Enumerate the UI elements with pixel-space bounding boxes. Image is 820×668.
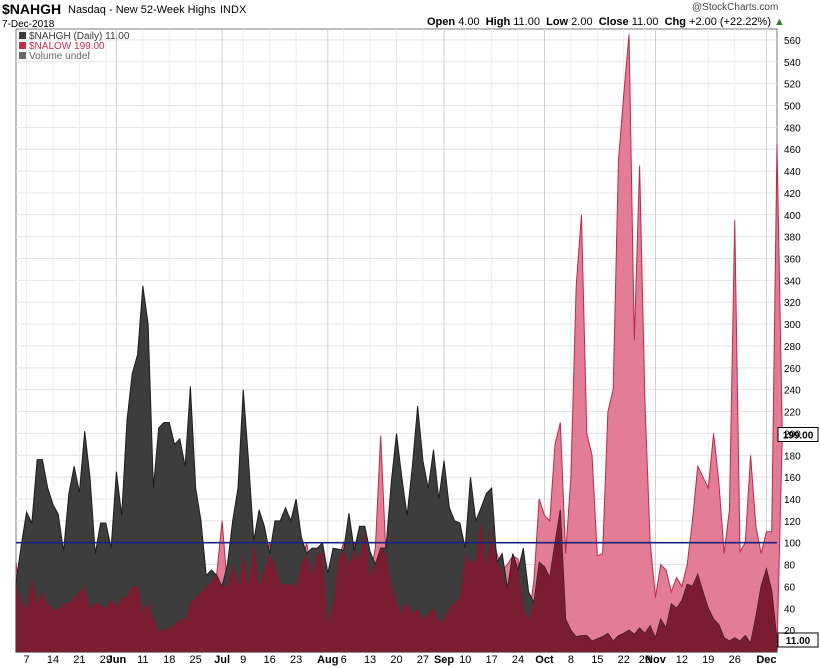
y-tick-label: 140 — [784, 495, 801, 506]
y-tick-label: 340 — [784, 276, 801, 287]
x-tick-label: 29 — [100, 654, 112, 666]
legend: $NAHGH (Daily) 11.00$NALOW 199.00Volume … — [19, 31, 130, 62]
y-tick-label: 380 — [784, 233, 801, 244]
y-tick-label: 300 — [784, 320, 801, 331]
x-tick-label: 25 — [190, 654, 202, 666]
price-label: 199.00 — [783, 430, 814, 441]
y-tick-label: 440 — [784, 167, 801, 178]
chart-exchange: INDX — [220, 4, 247, 16]
x-tick-label: 8 — [568, 654, 574, 666]
series-areas — [15, 34, 783, 653]
legend-swatch — [19, 42, 26, 49]
x-tick-label: 6 — [341, 654, 347, 666]
x-tick-label: Oct — [535, 654, 554, 666]
x-tick-label: 29 — [639, 654, 651, 666]
quote-line: Open 4.00 High 11.00 Low 2.00 Close 11.0… — [427, 16, 785, 28]
x-tick-label: 18 — [163, 654, 175, 666]
x-tick-label: 10 — [459, 654, 471, 666]
y-axis: 20 40 60 80 100 120 140 160 180 200 220 240 260 280 30… — [784, 36, 801, 637]
x-tick-label: 20 — [390, 654, 402, 666]
y-tick-label: 80 — [784, 561, 796, 572]
y-tick-label: 180 — [784, 451, 801, 462]
x-tick-label: Dec — [756, 654, 776, 666]
chart-date: 7-Dec-2018 — [2, 19, 55, 30]
y-tick-label: 560 — [784, 36, 801, 47]
y-tick-label: 540 — [784, 58, 801, 69]
x-tick-label: 15 — [591, 654, 603, 666]
x-tick-label: 16 — [264, 654, 276, 666]
high-label: High — [485, 16, 511, 28]
close-value: 11.00 — [631, 16, 659, 28]
x-tick-label: 23 — [290, 654, 302, 666]
x-tick-label: 14 — [47, 654, 59, 666]
low-value: 2.00 — [571, 16, 593, 28]
y-tick-label: 200 — [784, 429, 801, 440]
chart-symbol: $NAHGH — [2, 1, 62, 17]
y-tick-label: 520 — [784, 80, 801, 91]
y-tick-label: 60 — [784, 582, 796, 593]
up-arrow-icon: ▲ — [774, 16, 785, 28]
series-overlap-area — [16, 509, 777, 652]
y-tick-label: 240 — [784, 386, 801, 397]
open-label: Open — [427, 16, 456, 28]
legend-swatch — [19, 32, 26, 39]
y-tick-label: 160 — [784, 473, 801, 484]
chart-name: Nasdaq - New 52-Week Highs — [68, 4, 216, 16]
y-tick-label: 20 — [784, 626, 796, 637]
y-tick-label: 280 — [784, 342, 801, 353]
y-tick-label: 400 — [784, 211, 801, 222]
y-tick-label: 360 — [784, 255, 801, 266]
legend-label: $NAHGH (Daily) 11.00 — [29, 31, 130, 42]
low-label: Low — [546, 16, 569, 28]
y-tick-label: 500 — [784, 102, 801, 113]
legend-label: $NALOW 199.00 — [29, 41, 105, 52]
y-tick-label: 220 — [784, 408, 801, 419]
x-tick-label: 21 — [73, 654, 85, 666]
close-label: Close — [598, 16, 629, 28]
x-tick-label: 17 — [486, 654, 498, 666]
y-tick-label: 460 — [784, 145, 801, 156]
x-tick-label: 19 — [702, 654, 714, 666]
y-tick-label: 100 — [784, 539, 801, 550]
x-tick-label: 22 — [618, 654, 630, 666]
y-tick-label: 120 — [784, 517, 801, 528]
x-tick-label: 27 — [417, 654, 429, 666]
x-tick-label: 7 — [24, 654, 30, 666]
x-tick-label: 26 — [729, 654, 741, 666]
x-tick-label: 9 — [240, 654, 246, 666]
legend-label: Volume undef — [29, 51, 90, 62]
y-tick-label: 420 — [784, 189, 801, 200]
y-tick-label: 260 — [784, 364, 801, 375]
x-tick-label: 11 — [137, 654, 148, 666]
open-value: 4.00 — [458, 16, 480, 28]
price-label-box — [777, 426, 819, 442]
high-value: 11.00 — [513, 16, 540, 28]
y-tick-label: 480 — [784, 123, 801, 134]
watermark: @StockCharts.com — [692, 2, 779, 13]
overlays: 199.00 11.00 — [16, 426, 819, 648]
chg-value: +2.00 (+22.22%) — [689, 16, 771, 28]
x-tick-label: Sep — [434, 654, 454, 666]
x-tick-label: Aug — [317, 654, 338, 666]
x-tick-label: Nov — [645, 654, 667, 666]
x-tick-label: 12 — [676, 654, 688, 666]
series-area-nahgh — [15, 285, 778, 653]
x-tick-label: Jun — [107, 654, 127, 666]
y-tick-label: 320 — [784, 298, 801, 309]
y-tick-label: 40 — [784, 604, 796, 615]
price-label: 11.00 — [786, 636, 811, 647]
x-tick-label: 13 — [364, 654, 376, 666]
legend-swatch — [19, 52, 26, 59]
price-label-box — [777, 632, 819, 648]
x-tick-label: Jul — [214, 654, 230, 666]
chg-label: Chg — [664, 16, 686, 28]
x-tick-label: 24 — [512, 654, 524, 666]
